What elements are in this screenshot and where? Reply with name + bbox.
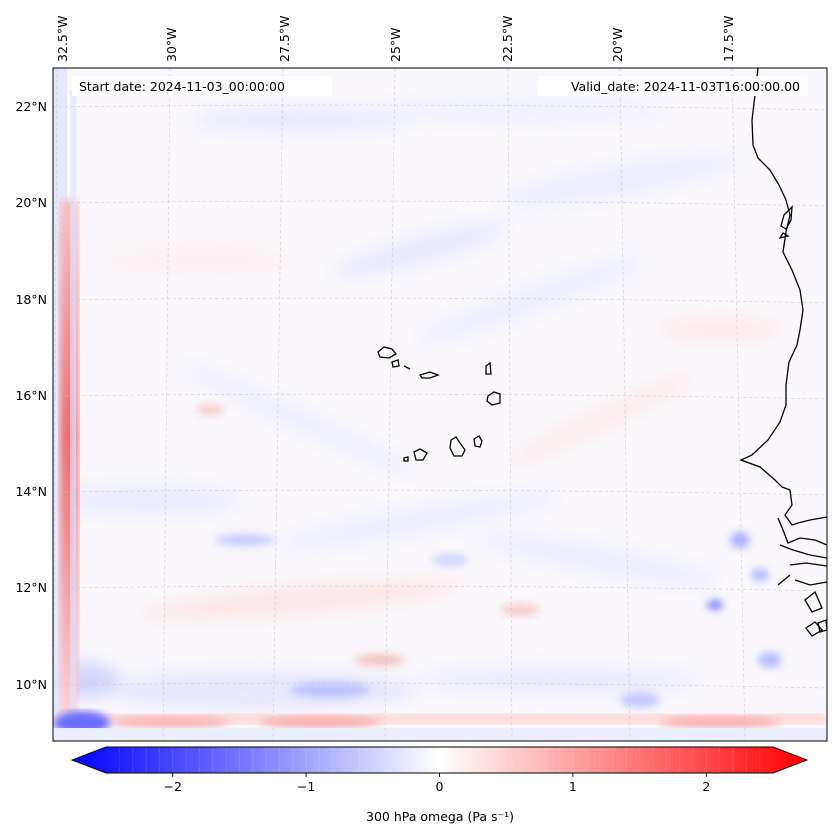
colorbar-tick-label: 2 [702, 779, 710, 794]
colorbar-tick-label: 1 [569, 779, 577, 794]
colorbar-steps [118, 747, 761, 773]
longitude-labels: 32.5°W 30°W 27.5°W 25°W 22.5°W 20°W 17.5… [55, 16, 736, 62]
lat-label-18n: 18°N [15, 292, 47, 307]
map-panel: Start date: 2024-11-03_00:00:00 Valid_da… [15, 16, 828, 742]
lat-label-14n: 14°N [15, 484, 47, 499]
latitude-labels: 22°N 20°N 18°N 16°N 14°N 12°N 10°N [15, 99, 47, 692]
islands [377, 346, 501, 462]
colorbar-tick-label: 0 [436, 779, 444, 794]
lon-label-30w: 30°W [164, 27, 179, 62]
lon-label-32-5w: 32.5°W [55, 16, 70, 62]
omega-field [53, 68, 827, 741]
lon-label-17-5w: 17.5°W [721, 16, 736, 62]
valid-date-label: Valid_date: 2024-11-03T16:00:00.00 [571, 79, 800, 94]
colorbar-gradient [72, 747, 807, 773]
lat-label-10n: 10°N [15, 677, 47, 692]
lon-label-27-5w: 27.5°W [277, 16, 292, 62]
colorbar-ticks: −2 −1 0 1 2 [163, 773, 710, 794]
map-background [53, 68, 827, 741]
lat-label-22n: 22°N [15, 99, 47, 114]
colorbar-tick-label: −1 [297, 779, 315, 794]
lat-label-16n: 16°N [15, 388, 47, 403]
start-date-box [72, 76, 332, 96]
colorbar-label: 300 hPa omega (Pa s⁻¹) [366, 809, 514, 824]
graticule [53, 68, 827, 741]
lat-label-12n: 12°N [15, 580, 47, 595]
colorbar: −2 −1 0 1 2 300 hPa omega (Pa s⁻¹) [70, 746, 809, 824]
valid-date-box [538, 76, 808, 96]
map-frame [52, 67, 828, 742]
lat-label-20n: 20°N [15, 195, 47, 210]
colorbar-tick-label: −2 [163, 779, 181, 794]
coastline [739, 68, 827, 637]
lon-label-22-5w: 22.5°W [500, 16, 515, 62]
start-date-label: Start date: 2024-11-03_00:00:00 [79, 79, 285, 94]
lon-label-20w: 20°W [610, 27, 625, 62]
lon-label-25w: 25°W [388, 27, 403, 62]
colorbar-outline [70, 746, 809, 774]
